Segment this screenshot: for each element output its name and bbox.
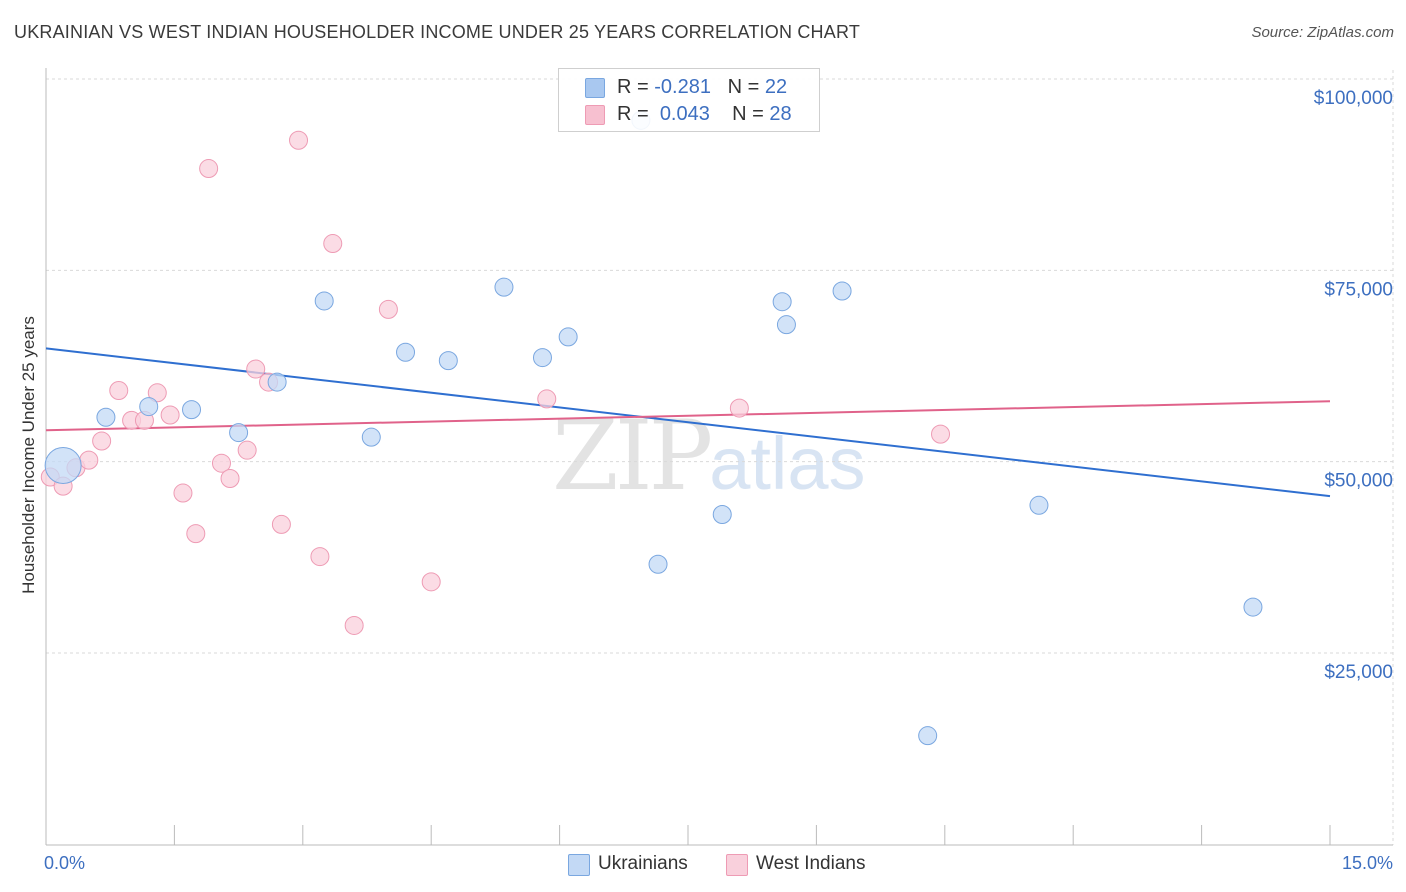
point-ukrainians bbox=[776, 315, 796, 335]
ukrainians-swatch bbox=[568, 854, 590, 876]
point-west-indians bbox=[729, 398, 749, 418]
point-ukrainians bbox=[438, 351, 458, 371]
west-indians-swatch bbox=[585, 105, 605, 125]
point-ukrainians bbox=[712, 504, 732, 524]
point-ukrainians bbox=[494, 277, 514, 297]
r-value: 0.043 bbox=[659, 103, 710, 125]
x-tick-label-start: 0.0% bbox=[44, 853, 85, 873]
point-west-indians bbox=[199, 159, 219, 179]
point-west-indians bbox=[220, 469, 240, 489]
point-west-indians bbox=[931, 424, 951, 444]
y-tick-label: $75,000 bbox=[1324, 279, 1393, 300]
r-value: -0.281 bbox=[654, 76, 711, 98]
y-tick-label: $25,000 bbox=[1324, 662, 1393, 683]
watermark-atlas: atlas bbox=[709, 422, 866, 505]
n-value: 22 bbox=[764, 76, 788, 98]
y-tick-label: $50,000 bbox=[1324, 471, 1393, 492]
point-west-indians bbox=[344, 615, 364, 635]
point-west-indians bbox=[310, 547, 330, 567]
point-west-indians bbox=[421, 572, 441, 592]
point-ukrainians bbox=[44, 446, 82, 484]
legend-label: West Indians bbox=[756, 853, 866, 874]
n-label: N = bbox=[727, 76, 765, 98]
point-ukrainians bbox=[96, 407, 116, 427]
n-value: 28 bbox=[769, 103, 792, 125]
point-ukrainians bbox=[361, 427, 381, 447]
r-label: R = bbox=[617, 103, 655, 125]
axis-labels: Householder Income Under 25 years $25,00… bbox=[19, 88, 1393, 873]
point-west-indians bbox=[186, 524, 206, 544]
trend-line-ukrainians bbox=[45, 347, 1331, 498]
point-ukrainians bbox=[1243, 597, 1263, 617]
point-ukrainians bbox=[396, 342, 416, 362]
west-indians-swatch bbox=[726, 854, 748, 876]
point-west-indians bbox=[271, 514, 291, 534]
legend-label: Ukrainians bbox=[598, 853, 688, 874]
r-label: R = bbox=[617, 76, 655, 98]
point-west-indians bbox=[537, 389, 557, 409]
point-ukrainians bbox=[1029, 495, 1049, 515]
point-ukrainians bbox=[182, 400, 202, 420]
n-label: N = bbox=[732, 103, 770, 125]
ukrainians-swatch bbox=[585, 78, 605, 98]
point-west-indians bbox=[109, 380, 129, 400]
data-points bbox=[40, 110, 1263, 746]
point-west-indians bbox=[173, 483, 193, 503]
correlation-stats-box: R = -0.281 N = 22 R = 0.043 N = 28 bbox=[558, 68, 820, 132]
y-tick-label: $100,000 bbox=[1314, 88, 1393, 109]
point-ukrainians bbox=[139, 397, 159, 417]
legend: Ukrainians West Indians bbox=[0, 852, 1406, 878]
point-west-indians bbox=[246, 359, 266, 379]
point-west-indians bbox=[237, 440, 257, 460]
x-tick-label-end: 15.0% bbox=[1342, 853, 1393, 873]
trend-line-west-indians bbox=[45, 400, 1331, 432]
point-ukrainians bbox=[918, 726, 938, 746]
point-west-indians bbox=[378, 299, 398, 319]
chart-title: UKRAINIAN VS WEST INDIAN HOUSEHOLDER INC… bbox=[14, 22, 861, 42]
trend-lines bbox=[45, 347, 1331, 498]
point-ukrainians bbox=[648, 554, 668, 574]
source-credit: Source: ZipAtlas.com bbox=[1251, 24, 1394, 41]
point-ukrainians bbox=[532, 348, 552, 368]
point-west-indians bbox=[79, 450, 99, 470]
point-ukrainians bbox=[772, 292, 792, 312]
point-ukrainians bbox=[832, 281, 852, 301]
point-ukrainians bbox=[314, 291, 334, 311]
point-west-indians bbox=[323, 234, 343, 254]
point-west-indians bbox=[160, 405, 180, 425]
point-west-indians bbox=[211, 453, 231, 473]
point-west-indians bbox=[289, 130, 309, 150]
point-ukrainians bbox=[267, 372, 287, 392]
y-axis-title: Householder Income Under 25 years bbox=[19, 316, 38, 594]
point-west-indians bbox=[92, 431, 112, 451]
axes bbox=[45, 68, 1393, 846]
point-ukrainians bbox=[229, 423, 249, 443]
watermark: ZIPatlas bbox=[552, 400, 866, 512]
point-west-indians bbox=[147, 383, 167, 403]
point-ukrainians bbox=[558, 327, 578, 347]
